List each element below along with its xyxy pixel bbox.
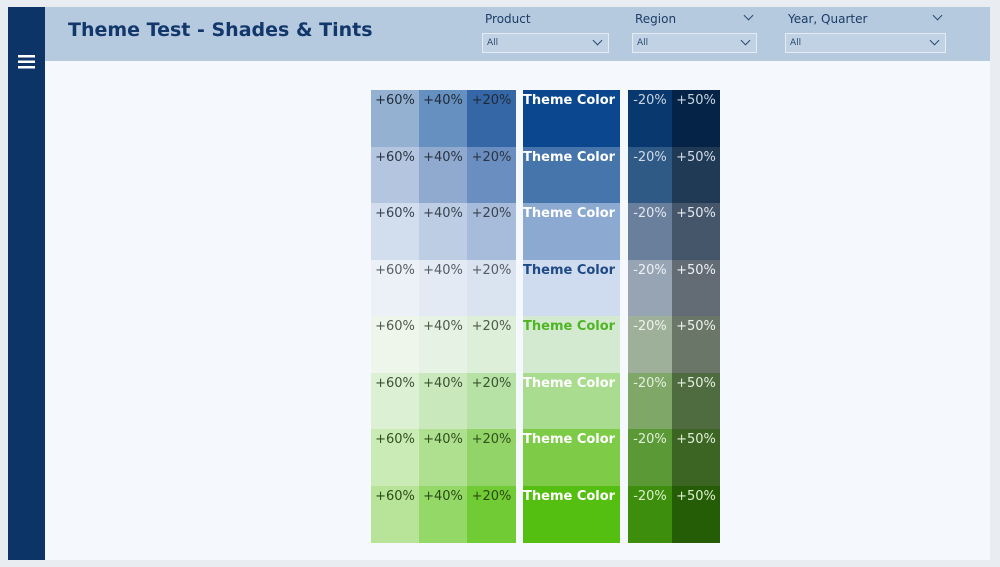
- tint-cell: +40%: [419, 90, 467, 147]
- theme-color-cell: Theme Color 5: [523, 316, 620, 373]
- menu-icon[interactable]: [8, 47, 45, 107]
- filter-dropdown[interactable]: All: [785, 33, 946, 53]
- shade-cell: -20%: [628, 146, 672, 204]
- tint-cell: +40%: [419, 316, 467, 373]
- shade-cell: -20%: [628, 203, 672, 260]
- shade-cell: +50%: [672, 372, 720, 430]
- tint-cell: +20%: [467, 259, 516, 317]
- theme-color-cell: Theme Color 4: [523, 259, 620, 317]
- tint-cell: +20%: [467, 203, 516, 260]
- theme-color-cell: Theme Color 7: [523, 429, 620, 486]
- filter-label: Product: [485, 12, 531, 26]
- tint-cell: +40%: [419, 372, 467, 430]
- tint-cell: +40%: [419, 429, 467, 486]
- tint-cell: +40%: [419, 203, 467, 260]
- tint-cell: +40%: [419, 259, 467, 317]
- shade-cell: +50%: [672, 429, 720, 486]
- tint-cell: +20%: [467, 316, 516, 373]
- shade-cell: -20%: [628, 90, 672, 147]
- tint-cell: +20%: [467, 90, 516, 147]
- tint-cell: +20%: [467, 372, 516, 430]
- page-title: Theme Test - Shades & Tints: [68, 19, 373, 41]
- shade-cell: +50%: [672, 146, 720, 204]
- tint-cell: +60%: [371, 203, 419, 260]
- tint-cell: +60%: [371, 90, 419, 147]
- theme-color-cell: Theme Color 1: [523, 90, 620, 147]
- tint-cell: +40%: [419, 146, 467, 204]
- tint-cell: +20%: [467, 485, 516, 543]
- tint-cell: +60%: [371, 485, 419, 543]
- shade-cell: -20%: [628, 259, 672, 317]
- shade-cell: -20%: [628, 372, 672, 430]
- theme-color-cell: Theme Color 6: [523, 372, 620, 430]
- tint-cell: +60%: [371, 429, 419, 486]
- tint-cell: +60%: [371, 259, 419, 317]
- tint-cell: +60%: [371, 316, 419, 373]
- shade-cell: +50%: [672, 316, 720, 373]
- shade-cell: -20%: [628, 429, 672, 486]
- shade-cell: -20%: [628, 485, 672, 543]
- tint-cell: +60%: [371, 146, 419, 204]
- shade-cell: +50%: [672, 203, 720, 260]
- shade-cell: +50%: [672, 259, 720, 317]
- tint-cell: +20%: [467, 429, 516, 486]
- tint-cell: +60%: [371, 372, 419, 430]
- filter-dropdown[interactable]: All: [482, 33, 609, 53]
- shade-cell: -20%: [628, 316, 672, 373]
- tint-cell: +40%: [419, 485, 467, 543]
- theme-color-cell: Theme Color 2: [523, 146, 620, 204]
- filter-dropdown[interactable]: All: [632, 33, 757, 53]
- shade-cell: +50%: [672, 90, 720, 147]
- theme-color-cell: Theme Color 3: [523, 203, 620, 260]
- theme-color-cell: Theme Color 8: [523, 485, 620, 543]
- tint-cell: +20%: [467, 146, 516, 204]
- nav-bar: [8, 7, 45, 560]
- filter-label: Year, Quarter: [788, 12, 868, 26]
- canvas: [45, 7, 990, 560]
- filter-label: Region: [635, 12, 677, 26]
- shade-cell: +50%: [672, 485, 720, 543]
